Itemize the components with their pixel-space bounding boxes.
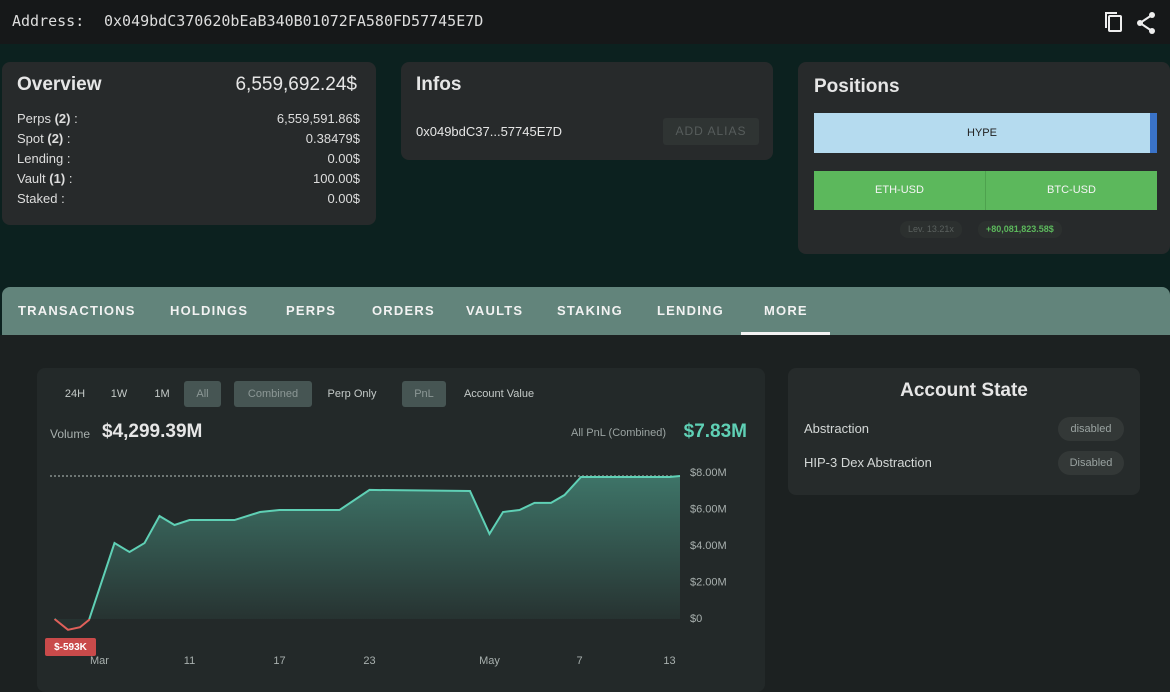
position-bar[interactable]: BTC-USD xyxy=(986,171,1157,210)
address: 0x049bdC370620bEaB340B01072FA580FD57745E… xyxy=(104,12,484,30)
share-icon[interactable] xyxy=(1137,12,1155,34)
infos-title: Infos xyxy=(416,74,462,95)
y-tick-label: $8.00M xyxy=(690,467,727,479)
y-tick-label: $6.00M xyxy=(690,503,727,515)
mode-button[interactable]: Perp Only xyxy=(327,388,377,400)
row-separator: : xyxy=(74,111,78,126)
x-tick-label: 13 xyxy=(663,655,675,667)
x-tick-label: Mar xyxy=(90,655,109,667)
min-label-box xyxy=(45,638,96,656)
infos-address: 0x049bdC37...57745E7D xyxy=(416,124,563,139)
overview-card xyxy=(2,62,376,225)
row-count: (2) xyxy=(47,131,64,146)
address-label: Address: xyxy=(12,12,85,30)
pnl-line xyxy=(53,475,681,631)
overview-total: 6,559,692.24$ xyxy=(235,74,357,95)
position-bar[interactable]: ETH-USD xyxy=(814,171,986,210)
pnl-value: $7.83M xyxy=(683,421,747,442)
active-tab-underline xyxy=(741,332,830,335)
status-pill: Disabled xyxy=(1058,451,1124,475)
header-icons xyxy=(1105,12,1155,34)
overview-title: Overview xyxy=(17,74,102,95)
row-count: (2) xyxy=(54,111,71,126)
metric-button[interactable]: Account Value xyxy=(463,388,535,400)
range-button[interactable]: 1W xyxy=(110,388,128,400)
overview-row-label: Perps (2) : xyxy=(17,111,78,126)
row-count: (1) xyxy=(49,171,66,186)
x-tick-label: May xyxy=(479,655,500,667)
range-button[interactable]: 24H xyxy=(64,388,86,400)
mode-button[interactable]: Combined xyxy=(234,381,312,407)
row-label: Staked xyxy=(17,191,58,206)
x-tick-label: 11 xyxy=(184,655,195,667)
add-alias-button[interactable]: ADD ALIAS xyxy=(663,118,759,145)
pnl-pill: +80,081,823.58$ xyxy=(978,221,1062,238)
leverage-pill: Lev. 13.21x xyxy=(900,221,962,238)
row-separator: : xyxy=(61,191,65,206)
tab[interactable]: VAULTS xyxy=(466,303,524,318)
overview-row-value: 0.38479$ xyxy=(305,131,360,146)
tab[interactable]: PERPS xyxy=(286,303,337,318)
volume-label: Volume xyxy=(50,427,91,441)
range-button[interactable]: All xyxy=(184,381,221,407)
tab[interactable]: TRANSACTIONS xyxy=(18,303,136,318)
row-separator: : xyxy=(66,151,71,166)
x-tick-label: 7 xyxy=(576,655,582,667)
tab[interactable]: ORDERS xyxy=(372,303,435,318)
range-button[interactable]: 1M xyxy=(154,388,170,400)
pnl-label: All PnL (Combined) xyxy=(571,427,666,439)
overview-row-value: 6,559,591.86$ xyxy=(276,111,360,126)
overview-row-value: 100.00$ xyxy=(313,171,360,186)
pnl-chart: $0 $2.00M $4.00M $6.00M $8.00M Mar 11 17 23 May 7 1… xyxy=(45,467,727,667)
account-state-label: HIP-3 Dex Abstraction xyxy=(804,455,932,470)
account-state-label: Abstraction xyxy=(804,421,870,436)
tab[interactable]: HOLDINGS xyxy=(170,303,249,318)
y-tick-label: $2.00M xyxy=(690,576,727,588)
row-separator: : xyxy=(66,131,71,146)
row-label: Lending xyxy=(17,151,64,166)
x-tick-label: 17 xyxy=(273,655,285,667)
min-label: $-593K xyxy=(54,642,88,653)
row-separator: : xyxy=(68,171,73,186)
overview-row-label: Spot (2) : xyxy=(17,131,71,146)
overview-row-value: 0.00$ xyxy=(327,191,360,206)
overview-row-label: Staked : xyxy=(17,191,65,206)
position-bar[interactable]: HYPE xyxy=(814,113,1157,153)
positions-title: Positions xyxy=(814,76,900,97)
tab[interactable]: MORE xyxy=(764,303,808,318)
copy-icon[interactable] xyxy=(1105,12,1122,32)
overview-row-label: Vault (1) : xyxy=(17,171,72,186)
y-tick-label: $4.00M xyxy=(690,540,727,552)
pnl-area xyxy=(54,476,680,630)
row-label: Vault xyxy=(17,171,46,186)
tab[interactable]: LENDING xyxy=(657,303,724,318)
tab-bar xyxy=(2,287,1170,335)
account-state-title: Account State xyxy=(900,380,1028,401)
volume-value: $4,299.39M xyxy=(102,421,203,442)
tab[interactable]: STAKING xyxy=(557,303,623,318)
top-bar xyxy=(0,0,1170,44)
overview-row-value: 0.00$ xyxy=(327,151,360,166)
metric-button[interactable]: PnL xyxy=(402,381,446,407)
y-tick-label: $0 xyxy=(690,613,702,625)
x-tick-label: 23 xyxy=(363,655,375,667)
row-label: Spot xyxy=(17,131,44,146)
status-pill: disabled xyxy=(1058,417,1124,441)
overview-row-label: Lending : xyxy=(17,151,71,166)
row-label: Perps xyxy=(17,111,51,126)
